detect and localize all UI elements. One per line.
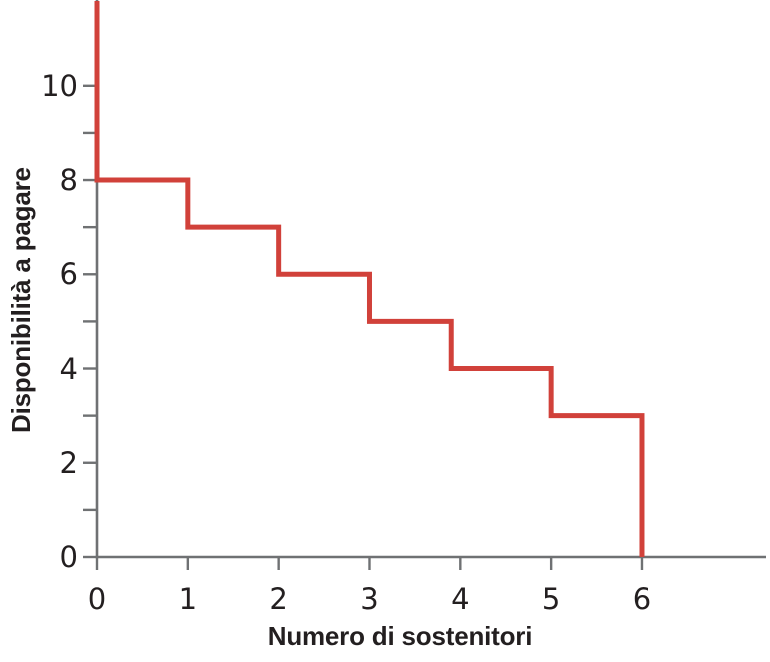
y-tick-label-6: 6 [59,257,78,292]
y-tick-label-8: 8 [59,163,78,198]
x-tick-label-0: 0 [87,582,107,616]
x-tick-label-1: 1 [178,582,198,616]
y-tick-label-4: 4 [59,351,78,386]
y-tick-label-2: 2 [59,445,78,480]
x-tick-label-4: 4 [451,582,470,616]
demand-step-curve [94,0,645,557]
x-tick-label-6: 6 [632,582,652,616]
x-tick-label-5: 5 [541,582,561,616]
x-tick-label-2: 2 [269,582,288,616]
x-axis-title: Numero di sostenitori [267,621,533,651]
y-tick-label-0: 0 [59,540,78,574]
y-tick-label-10: 10 [41,68,78,103]
x-tick-label-3: 3 [360,582,379,616]
